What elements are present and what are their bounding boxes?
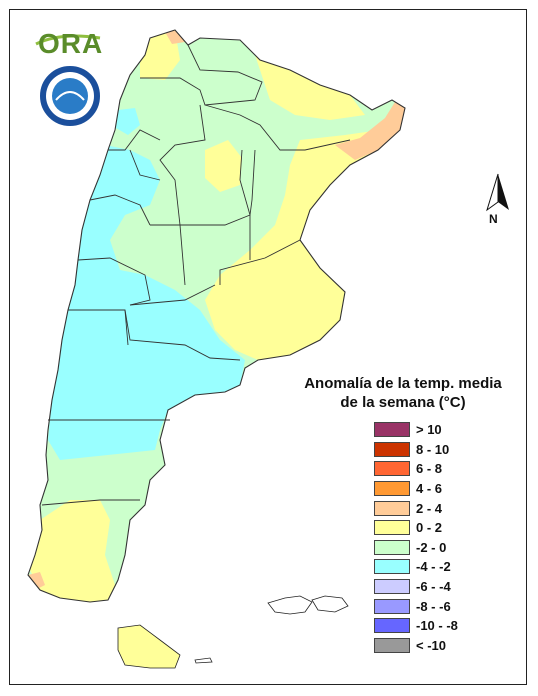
legend-label: -6 - -4 [416, 579, 451, 595]
legend-label: 2 - 4 [416, 500, 443, 516]
legend-swatch [374, 500, 410, 516]
legend: > 10 8 - 10 6 - 8 4 - 6 2 - 4 0 - 2 -2 - 0 -4 -… [374, 420, 514, 655]
legend-item: -6 - -4 [374, 577, 514, 597]
legend-label: > 10 [416, 422, 442, 438]
legend-swatch [374, 481, 410, 497]
legend-label: 0 - 2 [416, 520, 443, 536]
legend-swatch [374, 618, 410, 634]
legend-swatch [374, 579, 410, 595]
legend-swatch [374, 422, 410, 438]
tierra-del-fuego [117, 624, 181, 669]
legend-swatch [374, 559, 410, 575]
legend-item: 0 - 2 [374, 518, 514, 538]
legend-label: -2 - 0 [416, 539, 447, 555]
legend-title-line2: de la semana (°C) [340, 394, 466, 411]
legend-item: < -10 [374, 636, 514, 656]
legend-item: -4 - -2 [374, 557, 514, 577]
zone-minus4-minus2-northwest [116, 108, 140, 135]
north-arrow-label: N [489, 212, 498, 226]
legend-item: -2 - 0 [374, 538, 514, 558]
legend-swatch [374, 598, 410, 614]
zone-0-2-north [140, 30, 180, 80]
legend-item: 8 - 10 [374, 440, 514, 460]
legend-label: 6 - 8 [416, 461, 443, 477]
legend-item: 4 - 6 [374, 479, 514, 499]
province-borders [27, 29, 406, 603]
legend-swatch [374, 637, 410, 653]
legend-title: Anomalía de la temp. media de la semana … [288, 374, 518, 412]
legend-label: -4 - -2 [416, 559, 451, 575]
legend-label: < -10 [416, 637, 446, 653]
north-arrow-icon [486, 173, 509, 212]
legend-label: -8 - -6 [416, 598, 451, 614]
zone-0-2-northeast [255, 55, 365, 120]
zone-minus4-minus2-west [48, 145, 245, 460]
isla-de-los-estados [194, 657, 213, 664]
zone-0-2-mesopotamia [205, 130, 400, 360]
ora-logo [35, 34, 102, 128]
legend-item: 6 - 8 [374, 459, 514, 479]
zone-2-4-south [28, 572, 45, 590]
zone-2-4-misiones [335, 102, 405, 160]
legend-item: -8 - -6 [374, 596, 514, 616]
legend-swatch [374, 441, 410, 457]
legend-swatch [374, 461, 410, 477]
legend-item: -10 - -8 [374, 616, 514, 636]
legend-title-line1: Anomalía de la temp. media [304, 375, 502, 392]
legend-swatch [374, 539, 410, 555]
legend-item: > 10 [374, 420, 514, 440]
ora-logo-text: ORA [38, 28, 104, 59]
malvinas-islands [267, 595, 349, 615]
zone-0-2-patagonia [30, 500, 115, 602]
legend-label: 8 - 10 [416, 441, 450, 457]
legend-item: 2 - 4 [374, 498, 514, 518]
legend-label: -10 - -8 [416, 618, 458, 634]
legend-swatch [374, 520, 410, 536]
zone-0-2-center [205, 140, 242, 192]
legend-label: 4 - 6 [416, 481, 443, 497]
